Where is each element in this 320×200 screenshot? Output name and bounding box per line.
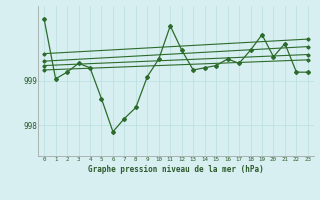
X-axis label: Graphe pression niveau de la mer (hPa): Graphe pression niveau de la mer (hPa) <box>88 165 264 174</box>
